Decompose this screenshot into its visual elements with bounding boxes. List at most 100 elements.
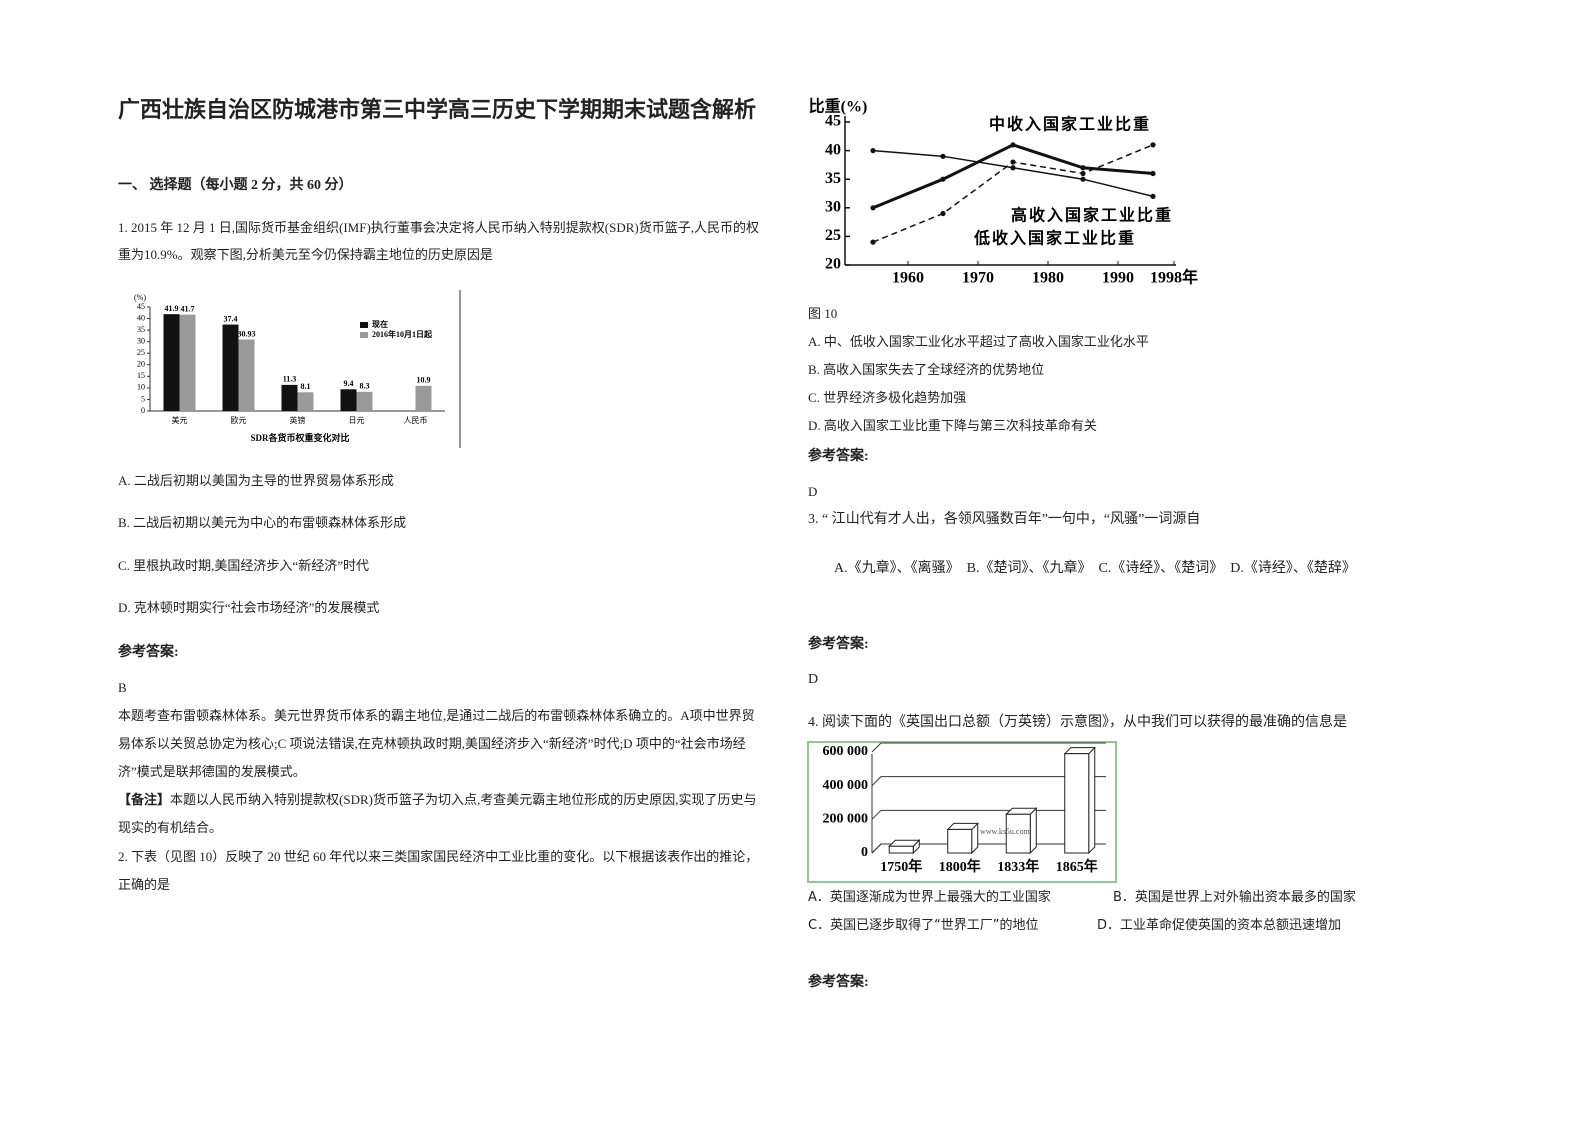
option: B. 二战后初期以美元为中心的布雷顿森林体系形成 <box>118 515 407 530</box>
option: A. 中、低收入国家工业化水平超过了高收入国家工业化水平 <box>808 334 1149 349</box>
y-tick-label: 40 <box>137 313 145 322</box>
marker <box>1080 165 1086 171</box>
value-label: 37.4 <box>224 314 238 323</box>
option: A. 二战后初期以美国为主导的世界贸易体系形成 <box>118 473 394 488</box>
option: C. 世界经济多极化趋势加强 <box>808 390 967 405</box>
x-tick-label: 1970 <box>962 270 994 287</box>
legend-label: 2016年10月1日起 <box>372 329 433 339</box>
marker <box>1080 170 1086 177</box>
x-tick-label: 人民币 <box>404 416 428 425</box>
marker <box>1010 142 1016 148</box>
note-text: 本题以人民币纳入特别提款权(SDR)货币篮子为切入点,考查美元霸主地位形成的历史… <box>118 792 757 835</box>
x-tick-label: 英镑 <box>290 415 306 425</box>
answer-label: 参考答案: <box>808 975 869 990</box>
x-tick-label: 日元 <box>349 416 365 425</box>
x-tick-label: 1865年 <box>1056 858 1098 875</box>
x-tick-label: 1990 <box>1102 270 1134 287</box>
y-tick-label: 45 <box>825 113 841 130</box>
answer-label: 参考答案: <box>118 645 179 660</box>
y-tick-label: 40 <box>825 141 841 158</box>
series-label: 中收入国家工业比重 <box>989 115 1151 134</box>
answer: D <box>808 672 819 687</box>
bar <box>340 389 357 411</box>
series-label: 低收入国家工业比重 <box>973 229 1136 248</box>
value-label: 30.93 <box>238 329 256 338</box>
option: A．英国逐渐成为世界上最强大的工业国家 <box>808 890 1051 905</box>
y-tick-label: 0 <box>141 406 145 415</box>
value-label: 8.3 <box>360 382 370 391</box>
bar-top <box>888 839 921 847</box>
question-stem: 3. “ 江山代有才人出，各领风骚数百年”一句中，“风骚”一词源自 <box>808 512 1201 527</box>
industry-line-chart: 比重(%) 20 25 30 35 40 45 1960 1970 1980 1990 1998年 中收… <box>809 97 1198 287</box>
legend-label: 现在 <box>372 319 388 329</box>
marker <box>870 205 876 211</box>
y-tick-label: 15 <box>137 371 145 380</box>
y-tick-label: 30 <box>137 336 145 345</box>
chart-caption: SDR各货币权重变化对比 <box>250 432 349 443</box>
option: C．英国已逐步取得了“世界工厂”的地位 <box>808 918 1039 933</box>
note-tag: 【备注】 <box>118 792 171 807</box>
answer: D <box>808 484 818 499</box>
bar-top <box>1005 807 1038 815</box>
frame <box>807 741 1117 883</box>
question-stem: 1. 2015 年 12 月 1 日,国际货币基金组织(IMF)执行董事会决定将… <box>118 220 759 262</box>
bar <box>163 314 180 411</box>
bar <box>947 828 973 854</box>
grid-line <box>871 742 1106 753</box>
marker <box>940 210 946 217</box>
sdr-chart: (%) 0 5 10 15 20 25 30 35 40 45 美元 41.9 41.7 欧元 37.430.… <box>134 290 461 448</box>
bar <box>179 314 196 411</box>
y-tick-label: 20 <box>825 256 841 273</box>
x-tick-label: 欧元 <box>231 415 247 425</box>
bar-side <box>1029 807 1037 855</box>
y-axis-label: (%) <box>134 293 146 302</box>
answer-label: 参考答案: <box>808 449 869 464</box>
bar <box>888 845 914 854</box>
explanation: 本题考查布雷顿森林体系。美元世界货币体系的霸主地位,是通过二战后的布雷顿森林体系… <box>118 708 755 779</box>
option: D. 克林顿时期实行“社会市场经济”的发展模式 <box>118 600 380 615</box>
value-label: 41.7 <box>181 304 195 313</box>
y-tick-label: 10 <box>137 383 145 392</box>
series-label: 高收入国家工业比重 <box>1011 206 1173 225</box>
bar <box>297 392 314 411</box>
legend-swatch <box>360 332 368 338</box>
marker <box>940 153 946 159</box>
value-label: 8.1 <box>301 382 311 391</box>
y-tick-label: 20 <box>137 360 145 369</box>
x-tick-label: 1998年 <box>1150 268 1198 287</box>
x-tick-label: 1800年 <box>939 858 981 875</box>
x-tick-label: 美元 <box>172 415 188 425</box>
y-tick-label: 30 <box>825 198 841 215</box>
bar <box>281 384 298 411</box>
y-tick-label: 600 000 <box>823 744 869 759</box>
legend-swatch <box>360 322 368 328</box>
option: D．工业革命促使英国的资本总额迅速增加 <box>1097 918 1342 933</box>
marker <box>1010 159 1016 165</box>
option: D. 高收入国家工业比重下降与第三次科技革命有关 <box>808 418 1097 433</box>
option: C. 里根执政时期,美国经济步入“新经济”时代 <box>118 558 369 573</box>
x-tick-label: 1960 <box>892 270 924 287</box>
value-label: 9.4 <box>344 379 354 388</box>
marker <box>870 239 876 245</box>
y-tick-label: 400 000 <box>823 778 869 793</box>
marker <box>1080 176 1086 182</box>
x-tick-label: 1833年 <box>997 858 1039 875</box>
y-tick-label: 0 <box>861 845 868 860</box>
answer-label: 参考答案: <box>808 637 869 652</box>
value-label: 10.9 <box>417 376 431 385</box>
marker <box>1150 193 1156 199</box>
option: B. 高收入国家失去了全球经济的优势地位 <box>808 362 1045 377</box>
section-heading: 一、 选择题（每小题 2 分，共 60 分） <box>118 178 353 193</box>
bar-top <box>946 822 979 830</box>
bar-top <box>1063 747 1096 755</box>
y-tick-label: 35 <box>137 325 145 334</box>
value-label: 41.9 <box>165 304 179 313</box>
y-tick-label: 45 <box>137 302 145 311</box>
marker <box>1150 170 1156 177</box>
y-tick-label: 200 000 <box>823 812 869 827</box>
marker <box>940 176 946 182</box>
doc-title: 广西壮族自治区防城港市第三中学高三历史下学期期末试题含解析 <box>118 97 757 122</box>
marker <box>870 148 876 154</box>
y-axis-label: 比重(%) <box>809 97 868 116</box>
